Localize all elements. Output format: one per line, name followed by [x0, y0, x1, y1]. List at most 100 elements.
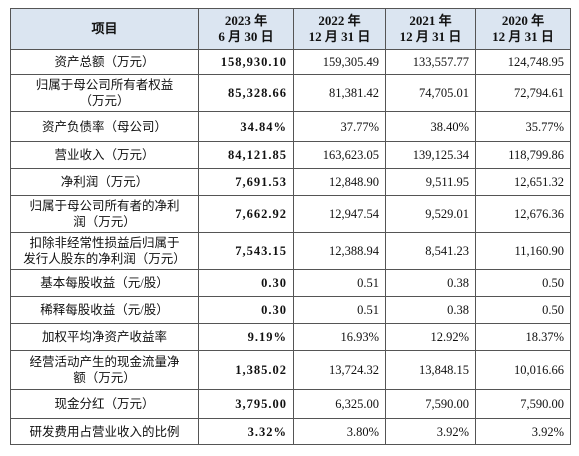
row-label: 研发费用占营业收入的比例: [10, 418, 199, 445]
header-text: 2023 年: [224, 13, 268, 28]
row-label: 现金分红（万元）: [10, 389, 199, 419]
row-label: 扣除非经常性损益后归属于 发行人股东的净利润（万元）: [10, 232, 199, 270]
value-cell: 7,691.53: [198, 168, 294, 196]
value-cell: 7,590.00: [475, 389, 571, 419]
value-cell: 159,305.49: [293, 49, 386, 75]
value-cell: 12,848.90: [293, 168, 386, 196]
value-cell: 85,328.66: [198, 74, 294, 112]
value-cell: 0.38: [385, 296, 476, 324]
value-cell: 37.77%: [293, 111, 386, 142]
row-label: 归属于母公司所有者的净利 润（万元）: [10, 195, 199, 233]
table-row: 归属于母公司所有者的净利 润（万元） 7,662.92 12,947.54 9,529.…: [10, 195, 571, 233]
row-label: 资产总额（万元）: [10, 49, 199, 75]
value-cell: 12,947.54: [293, 195, 386, 233]
value-cell: 9.19%: [198, 323, 294, 351]
value-cell: 38.40%: [385, 111, 476, 142]
table-row: 扣除非经常性损益后归属于 发行人股东的净利润（万元） 7,543.15 12,388.…: [10, 232, 571, 270]
label-text: 营业收入（万元）: [54, 148, 155, 162]
value-cell: 0.30: [198, 296, 294, 324]
header-cell: 项目: [10, 8, 199, 50]
value-cell: 139,125.34: [385, 141, 476, 169]
value-cell: 13,848.15: [385, 350, 476, 390]
label-text: 稀释每股收益（元/股）: [40, 303, 169, 317]
header-text: 12 月 31 日: [399, 29, 462, 44]
row-label: 加权平均净资产收益率: [10, 323, 199, 351]
value-cell: 12,651.32: [475, 168, 571, 196]
row-label: 净利润（万元）: [10, 168, 199, 196]
value-cell: 10,016.66: [475, 350, 571, 390]
label-text: 资产总额（万元）: [54, 55, 155, 69]
header-text: 项目: [91, 21, 118, 36]
value-cell: 133,557.77: [385, 49, 476, 75]
header-text: 2021 年: [409, 13, 452, 28]
value-cell: 18.37%: [475, 323, 571, 351]
value-cell: 16.93%: [293, 323, 386, 351]
value-cell: 13,724.32: [293, 350, 386, 390]
label-text: 额（万元）: [73, 371, 136, 385]
label-text: 润（万元）: [73, 215, 136, 229]
table-row: 营业收入（万元） 84,121.85 163,623.05 139,125.34 118…: [10, 141, 571, 169]
label-text: 资产负债率（母公司）: [41, 119, 167, 134]
value-cell: 7,662.92: [198, 195, 294, 233]
table-row: 加权平均净资产收益率 9.19% 16.93% 12.92% 18.37%: [10, 323, 571, 351]
row-label: 经营活动产生的现金流量净 额（万元）: [10, 350, 199, 390]
value-cell: 124,748.95: [475, 49, 571, 75]
value-cell: 158,930.10: [198, 49, 294, 75]
label-text: 基本每股收益（元/股）: [40, 276, 169, 290]
row-label: 归属于母公司所有者权益 （万元）: [10, 74, 199, 112]
value-cell: 3.80%: [293, 418, 386, 445]
row-label: 营业收入（万元）: [10, 141, 199, 169]
table-row: 资产负债率（母公司） 34.84% 37.77% 38.40% 35.77%: [10, 111, 571, 142]
value-cell: 81,381.42: [293, 74, 386, 112]
value-cell: 3.92%: [385, 418, 476, 445]
table-row: 稀释每股收益（元/股） 0.30 0.51 0.38 0.50: [10, 296, 571, 324]
value-cell: 0.51: [293, 269, 386, 297]
row-label: 基本每股收益（元/股）: [10, 269, 199, 297]
value-cell: 6,325.00: [293, 389, 386, 419]
table-row: 基本每股收益（元/股） 0.30 0.51 0.38 0.50: [10, 269, 571, 297]
label-text: 加权平均净资产收益率: [41, 330, 167, 344]
header-cell: 2021 年 12 月 31 日: [385, 8, 476, 50]
value-cell: 118,799.86: [475, 141, 571, 169]
label-text: 经营活动产生的现金流量净: [29, 355, 180, 369]
table-row: 研发费用占营业收入的比例 3.32% 3.80% 3.92% 3.92%: [10, 418, 571, 445]
value-cell: 163,623.05: [293, 141, 386, 169]
value-cell: 9,529.01: [385, 195, 476, 233]
value-cell: 1,385.02: [198, 350, 294, 390]
table-row: 现金分红（万元） 3,795.00 6,325.00 7,590.00 7,590.00: [10, 389, 571, 419]
value-cell: 84,121.85: [198, 141, 294, 169]
table-row: 归属于母公司所有者权益 （万元） 85,328.66 81,381.42 74,705.…: [10, 74, 571, 112]
label-text: 扣除非经常性损益后归属于: [29, 236, 180, 250]
header-text: 6 月 30 日: [218, 29, 274, 44]
value-cell: 9,511.95: [385, 168, 476, 196]
value-cell: 3.92%: [475, 418, 571, 445]
row-label: 资产负债率（母公司）: [10, 111, 199, 142]
table-body: 资产总额（万元） 158,930.10 159,305.49 133,557.77 12…: [10, 49, 571, 445]
label-text: 归属于母公司所有者的净利: [29, 199, 180, 213]
label-text: （万元）: [79, 94, 130, 108]
value-cell: 12,388.94: [293, 232, 386, 270]
value-cell: 3,795.00: [198, 389, 294, 419]
value-cell: 0.51: [293, 296, 386, 324]
value-cell: 35.77%: [475, 111, 571, 142]
value-cell: 74,705.01: [385, 74, 476, 112]
value-cell: 3.32%: [198, 418, 294, 445]
label-text: 研发费用占营业收入的比例: [29, 424, 180, 439]
label-text: 现金分红（万元）: [54, 397, 155, 411]
header-text: 2020 年: [501, 13, 545, 28]
header-cell: 2022 年 12 月 31 日: [293, 8, 386, 50]
header-text: 2022 年: [318, 13, 361, 28]
value-cell: 12,676.36: [475, 195, 571, 233]
value-cell: 0.38: [385, 269, 476, 297]
value-cell: 7,543.15: [198, 232, 294, 270]
value-cell: 34.84%: [198, 111, 294, 142]
value-cell: 12.92%: [385, 323, 476, 351]
table-row: 净利润（万元） 7,691.53 12,848.90 9,511.95 12,651.3…: [10, 168, 571, 196]
value-cell: 0.50: [475, 269, 571, 297]
header-text: 12 月 31 日: [492, 29, 554, 44]
value-cell: 11,160.90: [475, 232, 571, 270]
header-cell: 2020 年 12 月 31 日: [475, 8, 571, 50]
